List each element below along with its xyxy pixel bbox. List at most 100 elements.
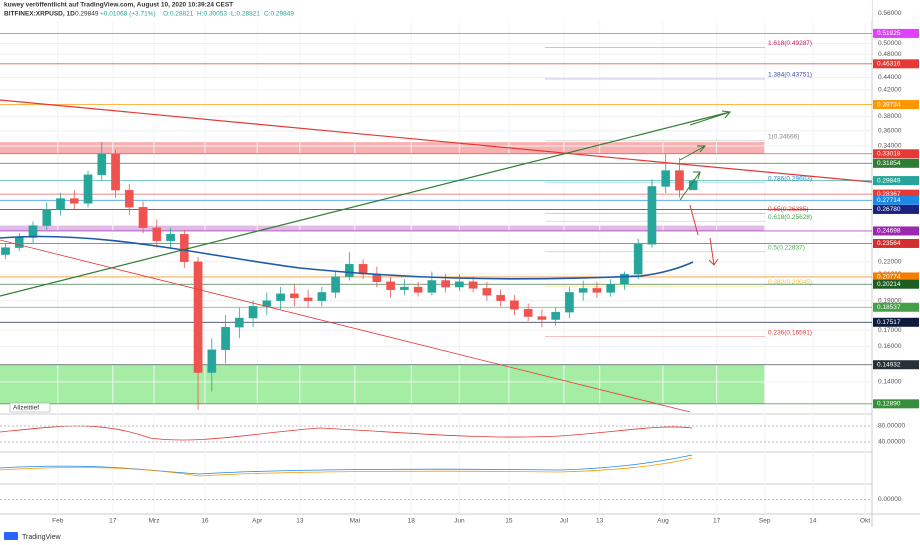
candle-body [441,280,450,288]
price-marker-label: 0.33018 [877,150,901,157]
x-tick-label: 17 [713,518,721,525]
y-tick-label: 0.38000 [878,113,902,120]
candle-body [468,281,478,289]
y-tick-label: 0.50000 [878,40,902,47]
candle-body [14,237,24,248]
candle-body [578,288,588,293]
price-marker [873,158,919,168]
y-tick-label: 0.44000 [878,74,902,81]
plot-layer: 0.56000 0.50000 0.48000 0.44000 0.42000 0.380… [0,10,902,525]
candle-body [83,174,93,204]
y-tick-label: 0.34000 [878,143,902,150]
y-tick-label: 0.36000 [878,128,902,135]
price-marker [873,149,919,159]
x-tick-label: Feb [52,518,64,525]
logo [4,532,18,540]
candle-body [633,243,643,275]
candle-body [482,288,492,296]
price-marker-label: 0.26780 [877,206,901,213]
trend-line [0,239,691,413]
price-marker [873,226,919,236]
price-marker [873,272,919,282]
candle-body [166,233,175,242]
panel-tick-label: 0.00000 [878,496,902,503]
y-tick-label: 0.14000 [878,379,902,386]
trend-line [0,111,731,297]
price-marker [873,317,919,327]
candle-body [386,281,395,290]
annotation: Allzeittief [13,405,39,412]
candle-body [56,198,65,210]
rsi-line [0,425,693,441]
x-tick-label: Aug [657,518,669,525]
price-marker-label: 0.20214 [877,281,901,288]
candle-body [69,198,79,204]
zone [0,142,765,154]
price-marker [873,100,919,110]
candle-body [510,300,519,310]
price-marker [873,399,919,409]
fib-label: 0.382(0.20045) [768,279,812,286]
fib-label: 1.618(0.49287) [768,40,812,47]
candle-body [455,281,464,288]
candle-body [345,263,354,277]
candle-body [248,306,258,319]
price-marker-label: 0.39734 [877,101,901,108]
candle-body [413,286,423,293]
price-marker [873,28,919,38]
price-marker-label: 0.20774 [877,274,901,281]
candle-body [193,261,203,373]
candle-body [303,297,313,301]
author-line: kuwey veröffentlicht auf TradingView.com… [4,2,233,9]
arrow [689,204,719,266]
price-marker-label: 0.18537 [877,304,901,311]
x-tick-label: Mrz [149,518,160,525]
candle-body [661,170,671,187]
fib-label: 0.236(0.16591) [768,329,812,336]
footer-brand: TradingView [22,534,61,541]
candle-body [111,153,120,191]
panel-tick-label: 40.00000 [878,439,905,446]
y-tick-label: 0.19000 [878,297,902,304]
price-marker-label: 0.23564 [877,240,901,247]
price-marker-label: 0.51925 [877,30,901,37]
panel-tick-label: 80.00000 [878,423,905,430]
price-marker [873,360,919,370]
zone [0,225,765,231]
fib-label: 0.618(0.25628) [768,214,812,221]
price-marker-label: 0.12890 [877,401,901,408]
x-tick-label: Jun [454,518,465,525]
header-bg [0,0,872,21]
moving-average [0,235,694,280]
trend-line [0,99,873,183]
x-tick-label: 18 [408,518,416,525]
x-tick-label: Okt [860,518,870,525]
candle-body [152,227,162,242]
fib-label: 0.5(0.22837) [768,245,805,252]
candle-body [647,186,657,245]
price-marker [873,204,919,214]
candle-body [523,309,533,317]
candle-body [1,247,10,255]
annotation-box [9,402,51,413]
x-tick-label: Jul [560,518,569,525]
y-tick-label: 0.56000 [878,10,902,17]
candle-body [179,233,189,262]
candle-body [427,280,437,293]
x-tick-label: Mai [350,518,360,525]
candle-body [97,153,107,176]
ohlc-close: C:0.29849 [264,11,294,18]
price-marker [873,302,919,312]
fib-label: 1.384(0.43751) [768,72,812,79]
price-marker-label: 0.24698 [877,228,901,235]
oscillator-line [0,457,693,477]
candle-body [276,293,285,301]
price-marker-label: 0.29849 [877,177,901,184]
ohlc-low: L:0.28821 [231,11,260,18]
y-tick-label: 0.48000 [878,51,902,58]
candle-body [42,209,52,226]
y-tick-label: 0.22000 [878,258,902,265]
candle-body [496,294,505,301]
price-marker-label: 0.46316 [877,61,901,68]
